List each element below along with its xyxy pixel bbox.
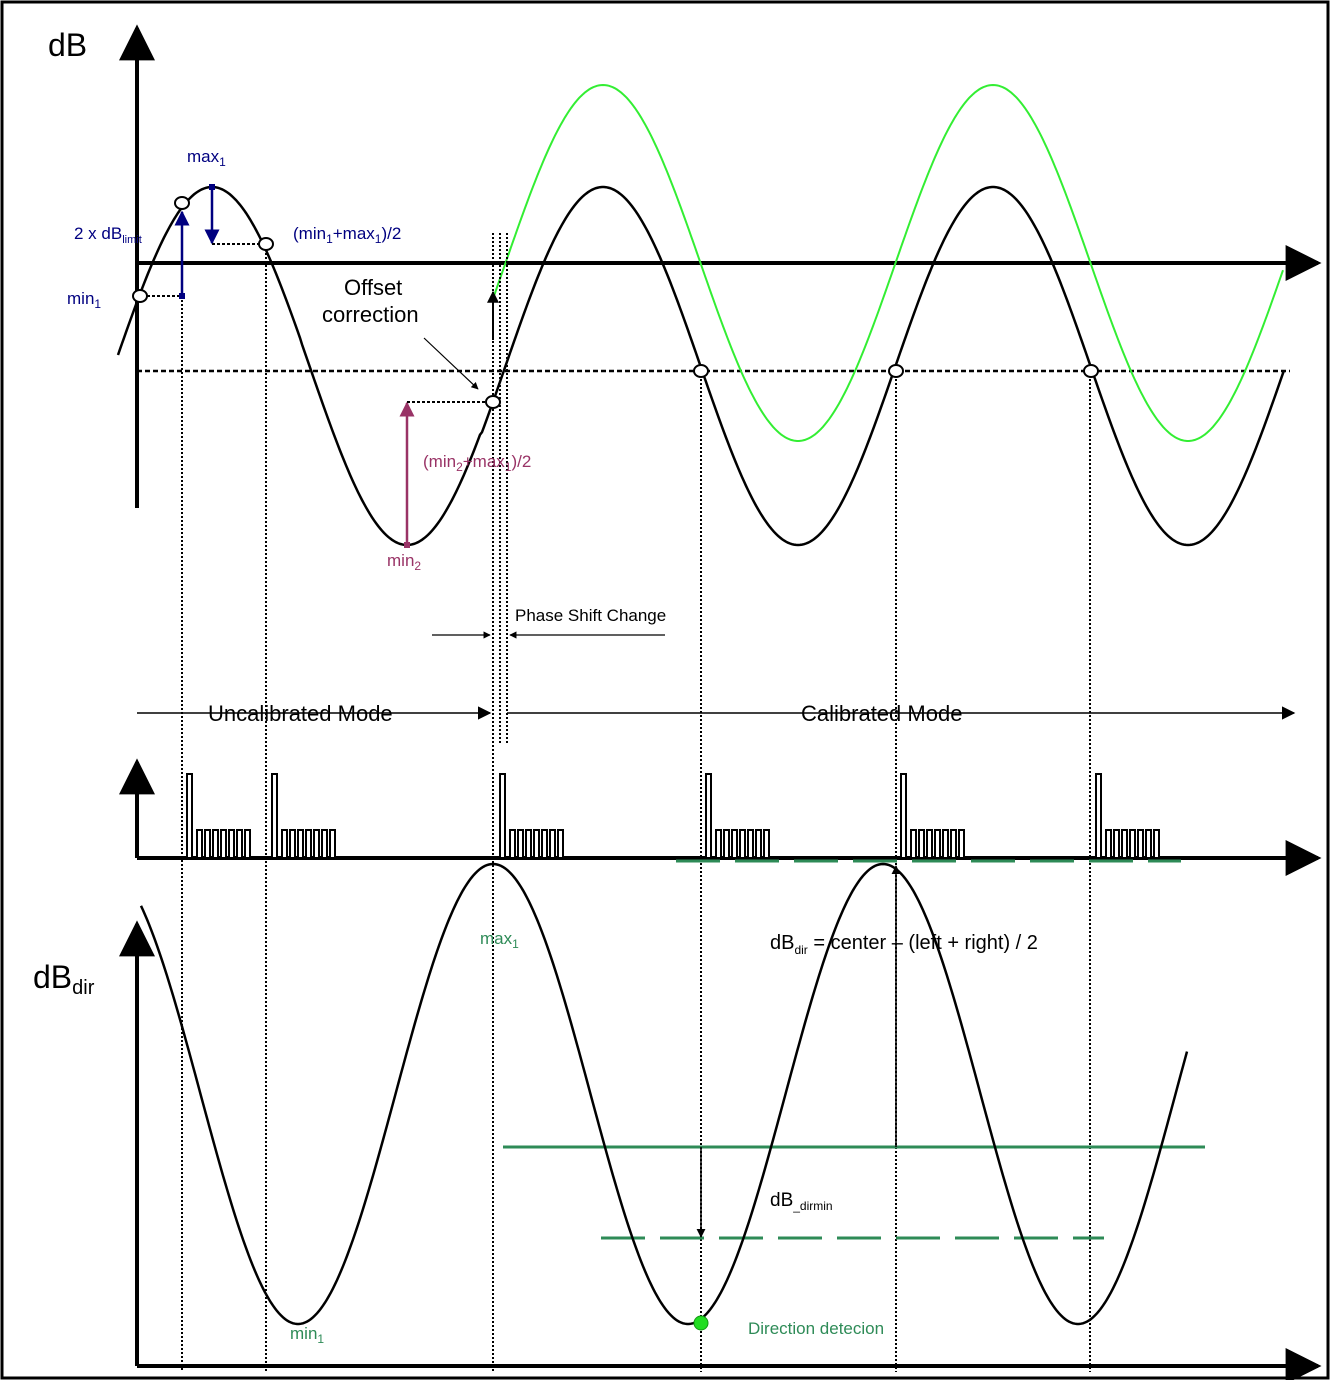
sample-point <box>485 395 501 409</box>
pulse-short <box>926 829 933 859</box>
pulse-short <box>236 829 243 859</box>
pulse-short <box>297 829 304 859</box>
pulse-short <box>763 829 770 859</box>
pulse-short <box>557 829 564 859</box>
direction-curve <box>139 862 1189 1326</box>
offset-pointer <box>423 337 479 390</box>
top-y-axis-label: dB <box>48 27 87 63</box>
pulse-short <box>1105 829 1112 859</box>
pulse-short <box>289 829 296 859</box>
sample-point <box>888 364 904 378</box>
pulse-short <box>1145 829 1152 859</box>
bottom-max1-label: max1 <box>480 929 519 951</box>
pulse-short <box>739 829 746 859</box>
pulse-short <box>747 829 754 859</box>
bottom-min1-label: min1 <box>290 1324 324 1346</box>
pulse-short <box>950 829 957 859</box>
pulse-short <box>533 829 540 859</box>
pulse-short <box>329 829 336 859</box>
dblimit-label: 2 x dBlimit <box>74 224 142 246</box>
pulse-tall <box>900 773 907 859</box>
direction-detection-point <box>693 1315 709 1331</box>
pulse-tall <box>271 773 278 859</box>
dirmin-label: dB_dirmin <box>770 1190 833 1213</box>
max1-marker <box>209 184 215 190</box>
pulse-short <box>305 829 312 859</box>
uncalibrated-mode-label: Uncalibrated Mode <box>208 701 393 726</box>
pulse-tall <box>1095 773 1102 859</box>
direction-detection-label: Direction detecion <box>748 1319 884 1338</box>
sample-point <box>693 364 709 378</box>
offset-label-line1: Offset <box>344 275 402 300</box>
pulse-short <box>204 829 211 859</box>
sample-point <box>174 196 190 210</box>
mid2-label: (min2+max1)/2 <box>423 452 531 474</box>
pulse-short <box>517 829 524 859</box>
pulse-short <box>723 829 730 859</box>
pulse-short <box>958 829 965 859</box>
calibrated-green-curve <box>492 83 1284 442</box>
pulse-short <box>313 829 320 859</box>
pulse-tall <box>186 773 193 859</box>
pulse-short <box>755 829 762 859</box>
pulse-short <box>525 829 532 859</box>
pulse-short <box>1121 829 1128 859</box>
pulse-short <box>549 829 556 859</box>
calibrated-mode-label: Calibrated Mode <box>801 701 962 726</box>
pulse-short <box>1129 829 1136 859</box>
min2-marker <box>404 542 410 548</box>
offset-label-line2: correction <box>322 302 419 327</box>
sample-point <box>1083 364 1099 378</box>
pulse-short <box>918 829 925 859</box>
pulse-short <box>212 829 219 859</box>
pulse-short <box>228 829 235 859</box>
bottom-y-axis-label: dBdir <box>33 959 95 999</box>
pulse-short <box>1113 829 1120 859</box>
pulse-short <box>715 829 722 859</box>
pulse-short <box>1137 829 1144 859</box>
pulse-short <box>281 829 288 859</box>
min1-label: min1 <box>67 289 101 311</box>
pulse-tall <box>705 773 712 859</box>
phase-shift-label: Phase Shift Change <box>515 606 666 625</box>
pulse-short <box>321 829 328 859</box>
formula-label: dBdir = center – (left + right) / 2 <box>770 932 1038 957</box>
max1-label: max1 <box>187 147 226 169</box>
pulse-short <box>196 829 203 859</box>
pulse-short <box>934 829 941 859</box>
min2-label: min2 <box>387 551 421 573</box>
pulse-short <box>942 829 949 859</box>
pulse-short <box>731 829 738 859</box>
mid1-label: (min1+max1)/2 <box>293 224 401 246</box>
pulse-short <box>541 829 548 859</box>
sample-point <box>132 289 148 303</box>
dblimit-marker <box>179 293 185 299</box>
sample-points <box>132 196 1099 409</box>
pulse-short <box>220 829 227 859</box>
pulse-short <box>910 829 917 859</box>
pulse-short <box>1153 829 1160 859</box>
pulse-train <box>186 773 1160 859</box>
pulse-tall <box>499 773 506 859</box>
sample-point <box>258 237 274 251</box>
pulse-short <box>509 829 516 859</box>
pulse-short <box>244 829 251 859</box>
vertical-guides <box>181 233 1091 1372</box>
